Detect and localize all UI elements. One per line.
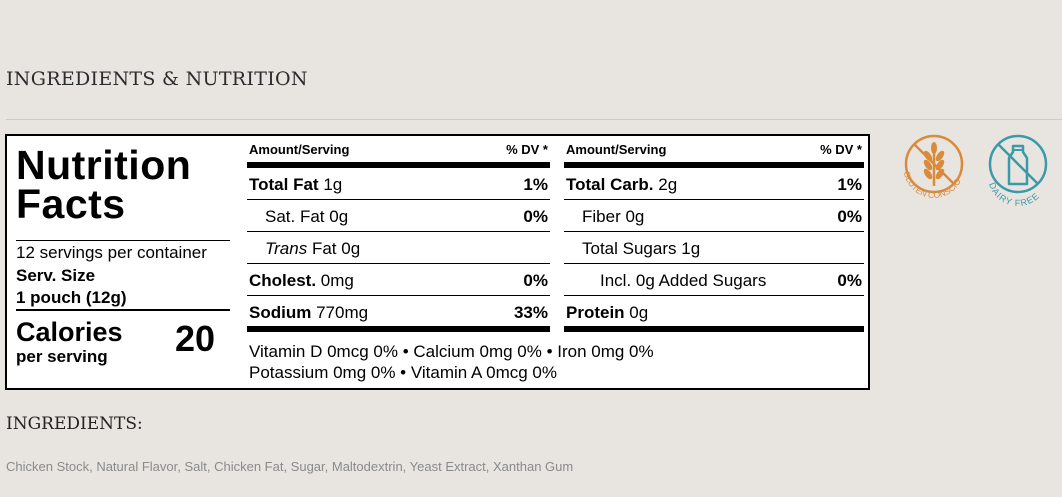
- wheat-icon: GLUTEN CONSCIOUS: [895, 124, 964, 200]
- vitamins-minerals: Vitamin D 0mcg 0% • Calcium 0mg 0% • Iro…: [249, 342, 654, 382]
- ingredients-title: INGREDIENTS:: [6, 414, 143, 434]
- nutrient-row: Protein 0g: [566, 303, 649, 322]
- calories-label: Calories: [16, 317, 123, 347]
- nutrient-row: Trans Fat 0g: [247, 232, 550, 264]
- column-header: Amount/Serving % DV *: [249, 142, 548, 157]
- dairy-free-badge: DAIRY FREE: [982, 132, 1052, 212]
- nutrient-row: Sodium 770mg 33%: [249, 303, 548, 322]
- per-serving-label: per serving: [16, 347, 108, 366]
- nutrient-row: Total Carb. 2g 1%: [564, 168, 864, 200]
- milk-bottle-icon: DAIRY FREE: [987, 134, 1048, 208]
- calories-value: 20: [175, 318, 216, 359]
- calories-bar: [16, 309, 230, 311]
- section-title: INGREDIENTS & NUTRITION: [6, 68, 308, 90]
- divider: [6, 119, 1062, 120]
- nutrient-row: Incl. 0g Added Sugars 0%: [564, 264, 864, 296]
- ingredients-list: Chicken Stock, Natural Flavor, Salt, Chi…: [6, 459, 574, 474]
- servings-per-container: 12 servings per container: [16, 240, 230, 263]
- nutrient-row: Fiber 0g 0%: [564, 200, 864, 232]
- nutrient-row: Cholest. 0mg 0%: [247, 264, 550, 296]
- nutrient-row: Total Fat 1g 1%: [247, 168, 550, 200]
- nutrition-facts-label: Nutrition Facts 12 servings per containe…: [5, 134, 870, 390]
- serving-size: Serv. Size 1 pouch (12g): [16, 266, 127, 307]
- label-left-column: Nutrition Facts 12 servings per containe…: [7, 136, 235, 388]
- nutrition-facts-title: Nutrition Facts: [16, 142, 192, 227]
- gluten-conscious-badge: GLUTEN CONSCIOUS: [895, 124, 968, 212]
- nutrient-row: Total Sugars 1g: [564, 232, 864, 264]
- column-header: Amount/Serving % DV *: [566, 142, 862, 157]
- nutrient-row: Sat. Fat 0g 0%: [247, 200, 550, 232]
